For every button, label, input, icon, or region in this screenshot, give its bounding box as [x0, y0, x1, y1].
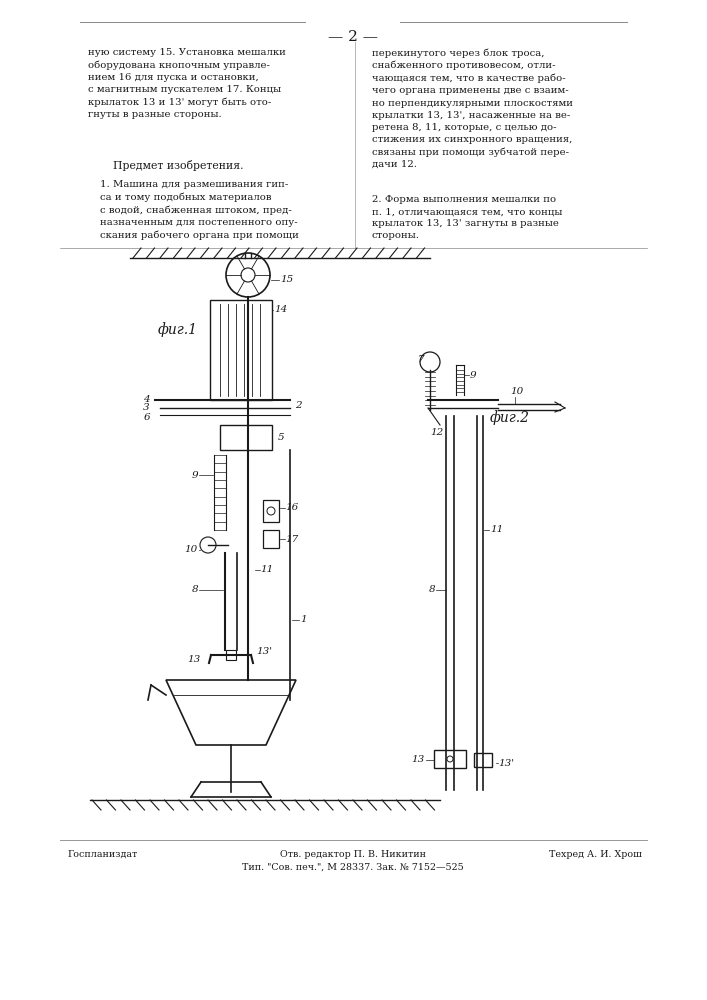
Text: Предмет изобретения.: Предмет изобретения.: [113, 160, 243, 171]
Text: ную систему 15. Установка мешалки
оборудована кнопочным управле-
нием 16 для пус: ную систему 15. Установка мешалки оборуд…: [88, 48, 286, 119]
Text: фиг.2: фиг.2: [490, 411, 530, 425]
Text: 9: 9: [192, 471, 198, 480]
Bar: [263, 530, 279, 548]
Text: 17: 17: [285, 534, 298, 544]
Text: 13: 13: [411, 756, 425, 764]
Text: 5: 5: [278, 432, 285, 442]
Text: 2: 2: [295, 400, 302, 410]
Text: 9: 9: [470, 370, 477, 379]
Text: 10: 10: [510, 387, 523, 396]
Text: — 2 —: — 2 —: [328, 30, 378, 44]
Text: 13': 13': [256, 648, 272, 656]
Text: 13: 13: [188, 656, 201, 664]
Text: 15: 15: [280, 275, 293, 284]
Bar: [210, 300, 272, 400]
Text: 16: 16: [285, 504, 298, 512]
Text: перекинутого через блок троса,
снабженного противовесом, отли-
чающаяся тем, что: перекинутого через блок троса, снабженно…: [372, 48, 573, 169]
Bar: [434, 750, 466, 768]
Text: 6: 6: [144, 412, 150, 422]
Bar: [263, 500, 279, 522]
Text: 7: 7: [417, 356, 424, 364]
Text: Отв. редактор П. В. Никитин
Тип. "Сов. печ.", М 28337. Зак. № 7152—525: Отв. редактор П. В. Никитин Тип. "Сов. п…: [242, 850, 464, 871]
Text: фиг.1: фиг.1: [158, 323, 198, 337]
Text: 3: 3: [144, 403, 150, 412]
Text: 1. Машина для размешивания гип-
са и тому подобных материалов
с водой, снабженна: 1. Машина для размешивания гип- са и том…: [100, 180, 299, 240]
Bar: [474, 753, 492, 767]
Text: Госпланиздат: Госпланиздат: [68, 850, 139, 859]
Text: 11: 11: [490, 526, 503, 534]
Text: 13': 13': [498, 758, 514, 768]
Text: 2. Форма выполнения мешалки по
п. 1, отличающаяся тем, что концы
крылаток 13, 13: 2. Форма выполнения мешалки по п. 1, отл…: [372, 195, 562, 240]
Text: 8: 8: [192, 585, 198, 594]
Text: 1: 1: [300, 615, 307, 624]
Text: 10: 10: [185, 546, 198, 554]
Text: 14: 14: [274, 306, 287, 314]
Text: Техред А. И. Хрош: Техред А. И. Хрош: [549, 850, 642, 859]
Bar: [220, 425, 272, 450]
Text: 4: 4: [144, 395, 150, 404]
Text: 8: 8: [428, 585, 435, 594]
Bar: [226, 650, 236, 660]
Text: 11: 11: [260, 566, 273, 574]
Text: 12: 12: [430, 428, 443, 437]
